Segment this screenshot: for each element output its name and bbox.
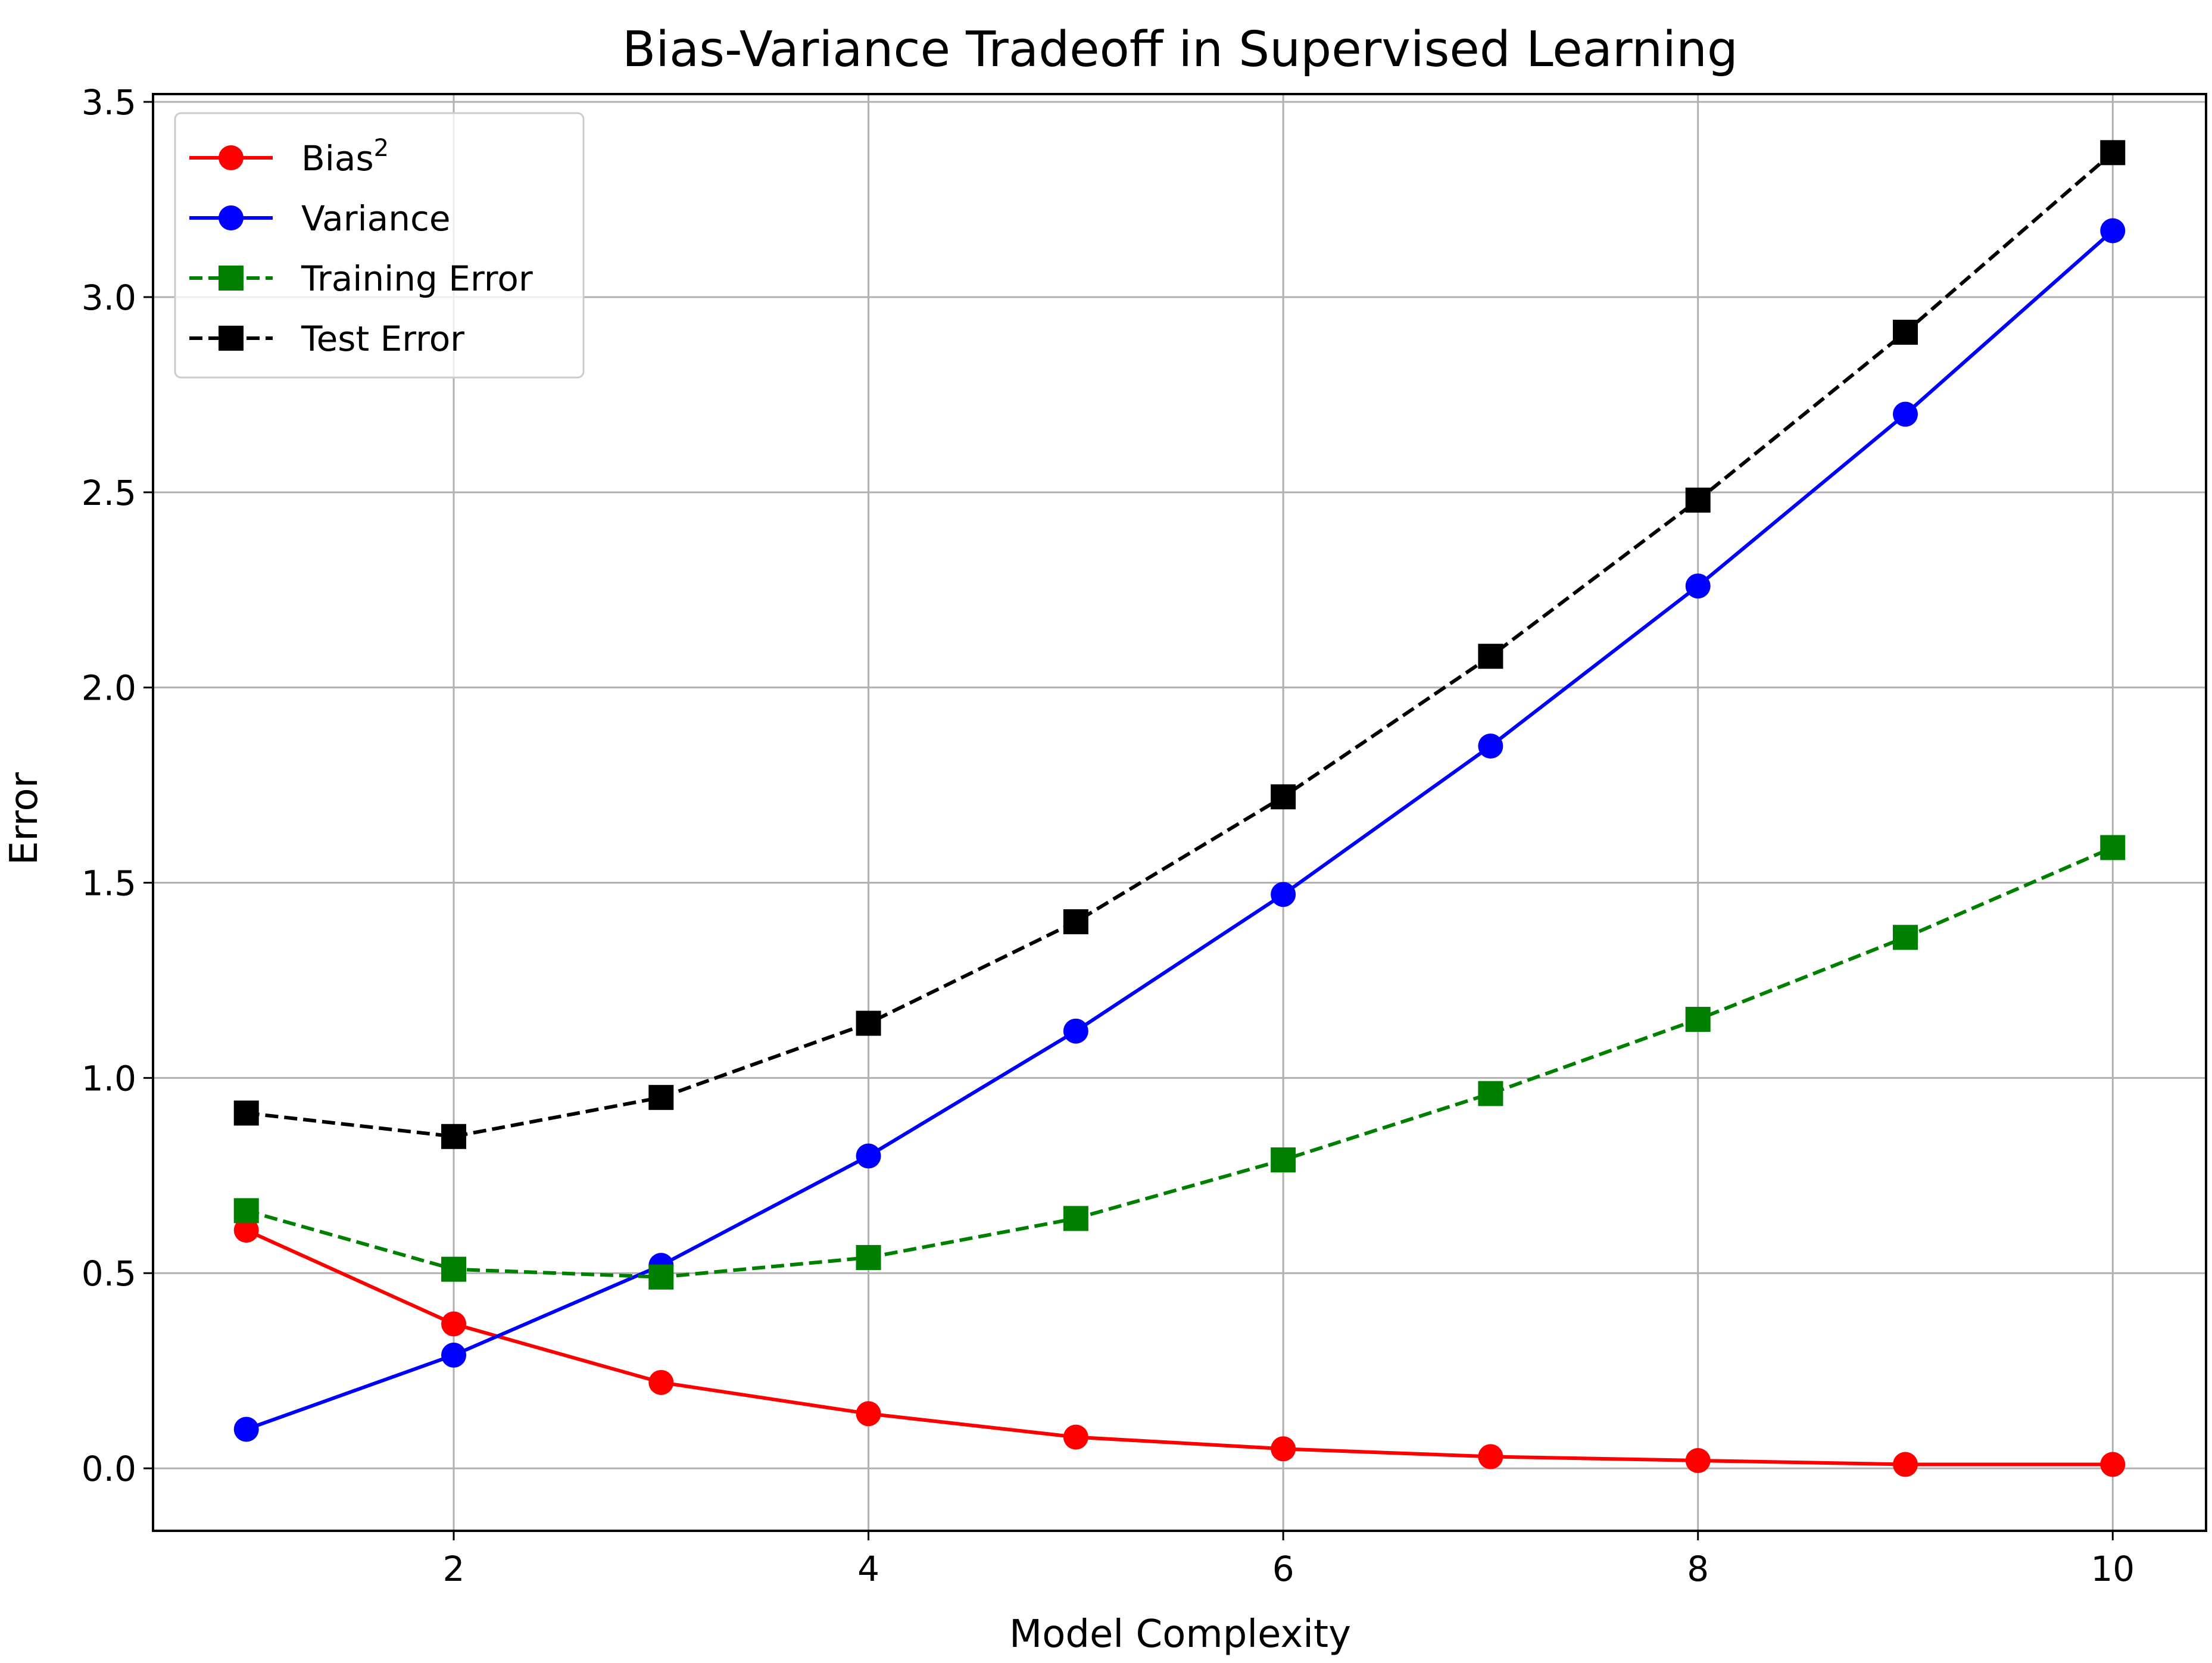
- data-point: [1478, 734, 1503, 759]
- data-point: [1063, 1424, 1088, 1450]
- data-point: [233, 1100, 259, 1126]
- data-point: [1063, 909, 1088, 935]
- legend-label: Test Error: [301, 319, 464, 359]
- axes: 2 4 6 8 10 0.0 0.5 1.0 1.5 2.0 2.5 3.0 3.5: [82, 82, 2135, 1589]
- data-point: [1271, 784, 1296, 810]
- x-tick-label: 10: [2091, 1549, 2135, 1589]
- y-tick-label: 1.0: [82, 1058, 136, 1099]
- data-point: [233, 1198, 259, 1224]
- legend-box: [174, 112, 585, 379]
- data-point: [1271, 1436, 1296, 1462]
- data-point: [1685, 573, 1711, 599]
- data-point: [2100, 835, 2126, 860]
- data-point: [233, 1416, 259, 1442]
- data-point: [1063, 1206, 1088, 1231]
- data-point: [1478, 1081, 1503, 1106]
- grid: [153, 94, 2206, 1531]
- series-line: [245, 229, 2114, 1431]
- data-point: [2100, 1452, 2126, 1477]
- data-point: [1892, 925, 1918, 950]
- data-point: [1685, 1007, 1711, 1032]
- legend-marker: [219, 145, 244, 170]
- data-point: [856, 1143, 881, 1169]
- y-tick-label: 0.0: [82, 1449, 136, 1489]
- data-point: [441, 1311, 467, 1337]
- legend-label: Variance: [301, 198, 451, 239]
- data-point: [441, 1124, 467, 1149]
- legend-label: Training Error: [301, 258, 533, 299]
- y-tick-label: 2.5: [82, 473, 136, 513]
- plot-series: [233, 140, 2126, 1477]
- data-point: [441, 1256, 467, 1282]
- data-point: [648, 1085, 674, 1110]
- legend-entry: Variance: [189, 198, 451, 239]
- data-point: [1271, 1147, 1296, 1173]
- data-point: [648, 1264, 674, 1290]
- data-point: [1685, 487, 1711, 513]
- data-point: [1478, 644, 1503, 669]
- data-point: [2100, 218, 2126, 244]
- x-tick-label: 8: [1687, 1549, 1709, 1589]
- legend-marker: [219, 326, 244, 351]
- series-1: [233, 1218, 2126, 1477]
- x-tick-label: 6: [1272, 1549, 1294, 1589]
- data-point: [648, 1369, 674, 1395]
- data-point: [1892, 319, 1918, 345]
- series-line: [245, 1228, 2113, 1467]
- data-point: [1063, 1018, 1088, 1044]
- data-point: [233, 1218, 259, 1243]
- y-tick-label: 1.5: [82, 863, 136, 904]
- series-2: [233, 218, 2126, 1442]
- y-axis-label: Error: [2, 772, 46, 865]
- chart-title: Bias-Variance Tradeoff in Supervised Lea…: [622, 21, 1738, 78]
- legend-entry: Test Error: [189, 319, 464, 359]
- y-tick-label: 3.0: [82, 277, 136, 318]
- x-tick-label: 2: [443, 1549, 465, 1589]
- data-point: [1892, 1452, 1918, 1477]
- legend-entry: Bias2: [189, 135, 389, 179]
- data-point: [856, 1010, 881, 1036]
- data-point: [2100, 140, 2126, 166]
- data-point: [856, 1401, 881, 1427]
- y-tick-label: 2.0: [82, 668, 136, 709]
- x-axis-label: Model Complexity: [1009, 1612, 1351, 1656]
- data-point: [1478, 1444, 1503, 1469]
- series-3: [233, 835, 2126, 1290]
- series-line: [246, 151, 2114, 1138]
- data-point: [856, 1245, 881, 1271]
- legend: Bias2 Variance Training Error Test Error: [174, 112, 585, 379]
- plot-frame: [152, 93, 2207, 1532]
- data-point: [441, 1342, 467, 1368]
- y-tick-label: 0.5: [82, 1253, 136, 1294]
- series-4: [233, 140, 2126, 1149]
- series-line: [245, 845, 2114, 1279]
- legend-entry: Training Error: [189, 258, 533, 299]
- data-point: [1271, 882, 1296, 907]
- y-tick-label: 3.5: [82, 82, 136, 123]
- data-point: [1685, 1447, 1711, 1473]
- data-point: [1892, 401, 1918, 427]
- x-tick-label: 4: [857, 1549, 879, 1589]
- legend-marker: [219, 205, 244, 230]
- legend-marker: [219, 266, 244, 291]
